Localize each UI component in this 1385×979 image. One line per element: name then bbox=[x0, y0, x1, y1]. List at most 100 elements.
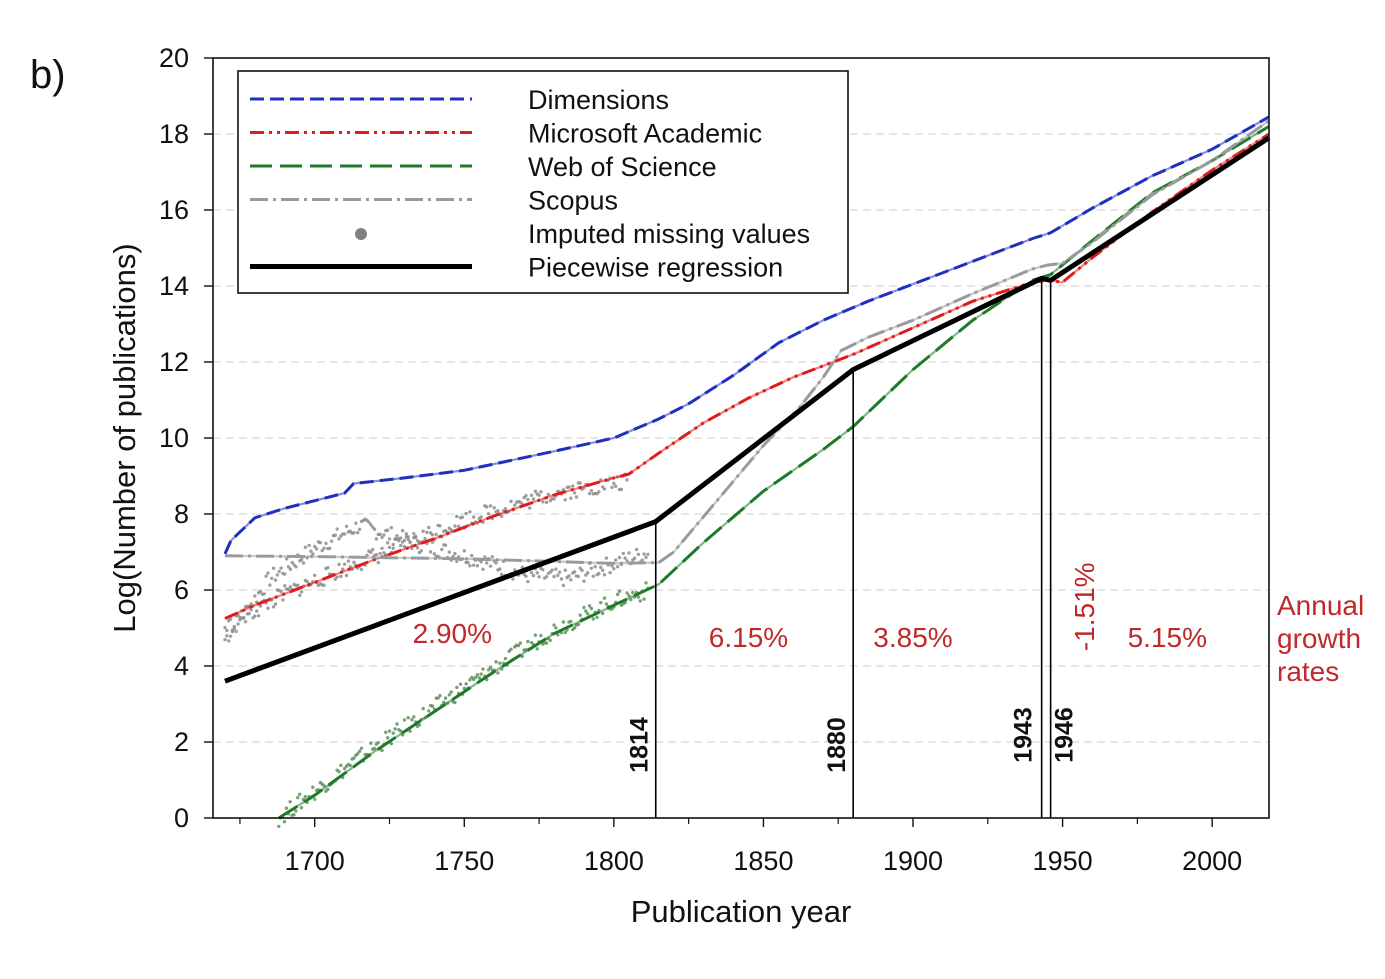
imputed-point bbox=[615, 592, 620, 597]
imputed-point bbox=[531, 497, 536, 501]
imputed-point bbox=[559, 577, 564, 581]
imputed-point bbox=[238, 618, 242, 622]
imputed-point bbox=[537, 575, 541, 579]
imputed-point bbox=[286, 565, 291, 569]
imputed-point bbox=[479, 559, 483, 564]
imputed-point bbox=[458, 682, 463, 686]
imputed-point bbox=[552, 497, 556, 501]
imputed-point bbox=[271, 566, 276, 570]
imputed-point bbox=[417, 723, 422, 727]
imputed-point bbox=[359, 746, 364, 750]
imputed-point bbox=[563, 568, 567, 572]
imputed-point bbox=[393, 727, 397, 731]
imputed-point bbox=[313, 797, 317, 801]
imputed-point bbox=[376, 560, 380, 565]
imputed-point bbox=[427, 709, 431, 713]
imputed-point bbox=[369, 523, 373, 527]
imputed-point bbox=[408, 540, 412, 544]
imputed-point bbox=[589, 488, 594, 493]
imputed-point bbox=[391, 546, 395, 551]
imputed-point bbox=[535, 571, 539, 575]
imputed-point bbox=[322, 546, 326, 550]
imputed-point bbox=[266, 606, 270, 610]
imputed-point bbox=[563, 630, 567, 635]
imputed-point bbox=[395, 534, 399, 538]
imputed-point bbox=[610, 485, 614, 490]
imputed-point bbox=[262, 592, 266, 596]
imputed-point bbox=[397, 538, 401, 543]
imputed-point bbox=[399, 543, 403, 548]
imputed-point bbox=[352, 560, 356, 565]
imputed-point bbox=[556, 573, 560, 578]
imputed-point bbox=[399, 536, 403, 540]
imputed-point bbox=[552, 574, 556, 579]
imputed-point bbox=[455, 559, 459, 564]
x-tick-label: 1700 bbox=[285, 846, 345, 876]
imputed-point bbox=[320, 548, 324, 553]
imputed-point bbox=[486, 512, 491, 516]
imputed-point bbox=[548, 638, 552, 643]
tick-labels: 1700 1750 1800 1850 1900 1950 2000 0 2 4 6 8 10 12 14 1… bbox=[159, 43, 1242, 876]
imputed-point bbox=[443, 543, 448, 547]
imputed-point bbox=[406, 535, 410, 539]
imputed-point bbox=[297, 792, 302, 797]
imputed-point bbox=[561, 583, 566, 588]
imputed-point bbox=[563, 498, 567, 502]
imputed-point bbox=[356, 752, 360, 756]
imputed-point bbox=[337, 769, 341, 774]
imputed-point bbox=[636, 595, 641, 599]
y-tick-label: 4 bbox=[174, 651, 189, 681]
imputed-point bbox=[374, 537, 379, 541]
imputed-point bbox=[464, 511, 468, 516]
imputed-point bbox=[273, 602, 278, 606]
imputed-point bbox=[567, 574, 571, 578]
imputed-point bbox=[279, 589, 283, 594]
imputed-point bbox=[344, 524, 349, 528]
imputed-point bbox=[307, 543, 311, 548]
imputed-point bbox=[569, 578, 573, 582]
imputed-point bbox=[337, 537, 341, 541]
imputed-point bbox=[464, 682, 468, 686]
imputed-point bbox=[342, 766, 347, 771]
imputed-point bbox=[253, 614, 257, 618]
imputed-point bbox=[475, 673, 480, 677]
imputed-point bbox=[511, 577, 515, 581]
imputed-point bbox=[421, 529, 425, 533]
imputed-point bbox=[412, 715, 416, 719]
imputed-point bbox=[589, 566, 594, 570]
imputed-point bbox=[227, 639, 231, 643]
y-axis-title: Log(Number of publications) bbox=[107, 243, 142, 632]
imputed-point bbox=[370, 547, 375, 552]
imputed-point bbox=[516, 643, 521, 648]
imputed-point bbox=[544, 500, 549, 505]
imputed-point bbox=[567, 485, 571, 489]
imputed-point bbox=[608, 570, 612, 575]
y-tick-label: 8 bbox=[174, 499, 189, 529]
imputed-point bbox=[541, 568, 545, 572]
imputed-point bbox=[327, 546, 332, 551]
imputed-point bbox=[524, 493, 528, 498]
imputed-point bbox=[638, 599, 643, 603]
imputed-point bbox=[621, 551, 626, 556]
imputed-point bbox=[385, 736, 390, 740]
imputed-point bbox=[283, 584, 287, 588]
imputed-point bbox=[275, 573, 280, 577]
imputed-point bbox=[436, 696, 440, 700]
imputed-point bbox=[584, 609, 588, 613]
y-tick-label: 16 bbox=[159, 195, 189, 225]
imputed-point bbox=[357, 749, 362, 753]
imputed-point bbox=[326, 565, 330, 570]
imputed-point bbox=[625, 591, 629, 595]
imputed-point bbox=[271, 605, 276, 609]
imputed-point bbox=[430, 704, 435, 708]
imputed-point bbox=[533, 633, 538, 637]
imputed-point bbox=[342, 562, 347, 566]
imputed-point bbox=[578, 481, 582, 485]
imputed-point bbox=[384, 730, 388, 735]
imputed-point bbox=[602, 487, 607, 491]
imputed-point bbox=[434, 532, 438, 537]
imputed-point bbox=[471, 515, 476, 519]
imputed-point bbox=[561, 620, 566, 624]
imputed-point bbox=[481, 667, 485, 671]
